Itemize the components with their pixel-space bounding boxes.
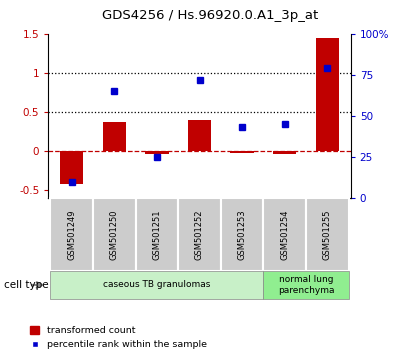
Bar: [263, 271, 349, 299]
Text: caseous TB granulomas: caseous TB granulomas: [103, 280, 210, 290]
Text: cell type: cell type: [4, 280, 49, 290]
Text: GSM501249: GSM501249: [67, 209, 76, 260]
Bar: [315, 38, 339, 151]
Bar: [231, 151, 254, 153]
Text: GSM501253: GSM501253: [238, 209, 247, 260]
Legend: transformed count, percentile rank within the sample: transformed count, percentile rank withi…: [30, 326, 207, 349]
Bar: [263, 198, 306, 271]
Text: GSM501252: GSM501252: [195, 209, 204, 260]
Bar: [221, 198, 263, 271]
Text: normal lung
parenchyma: normal lung parenchyma: [278, 275, 334, 295]
Bar: [306, 198, 349, 271]
Bar: [178, 198, 221, 271]
Text: GSM501255: GSM501255: [323, 209, 332, 260]
Text: GDS4256 / Hs.96920.0.A1_3p_at: GDS4256 / Hs.96920.0.A1_3p_at: [102, 9, 318, 22]
Bar: [273, 151, 297, 154]
Text: GSM501250: GSM501250: [110, 209, 119, 260]
Bar: [102, 122, 126, 151]
Bar: [93, 198, 136, 271]
Bar: [136, 198, 178, 271]
Text: GSM501254: GSM501254: [280, 209, 289, 260]
Bar: [188, 120, 211, 151]
Bar: [145, 151, 168, 154]
Bar: [60, 151, 84, 184]
Bar: [50, 198, 93, 271]
Bar: [50, 271, 263, 299]
Text: GSM501251: GSM501251: [152, 209, 161, 260]
